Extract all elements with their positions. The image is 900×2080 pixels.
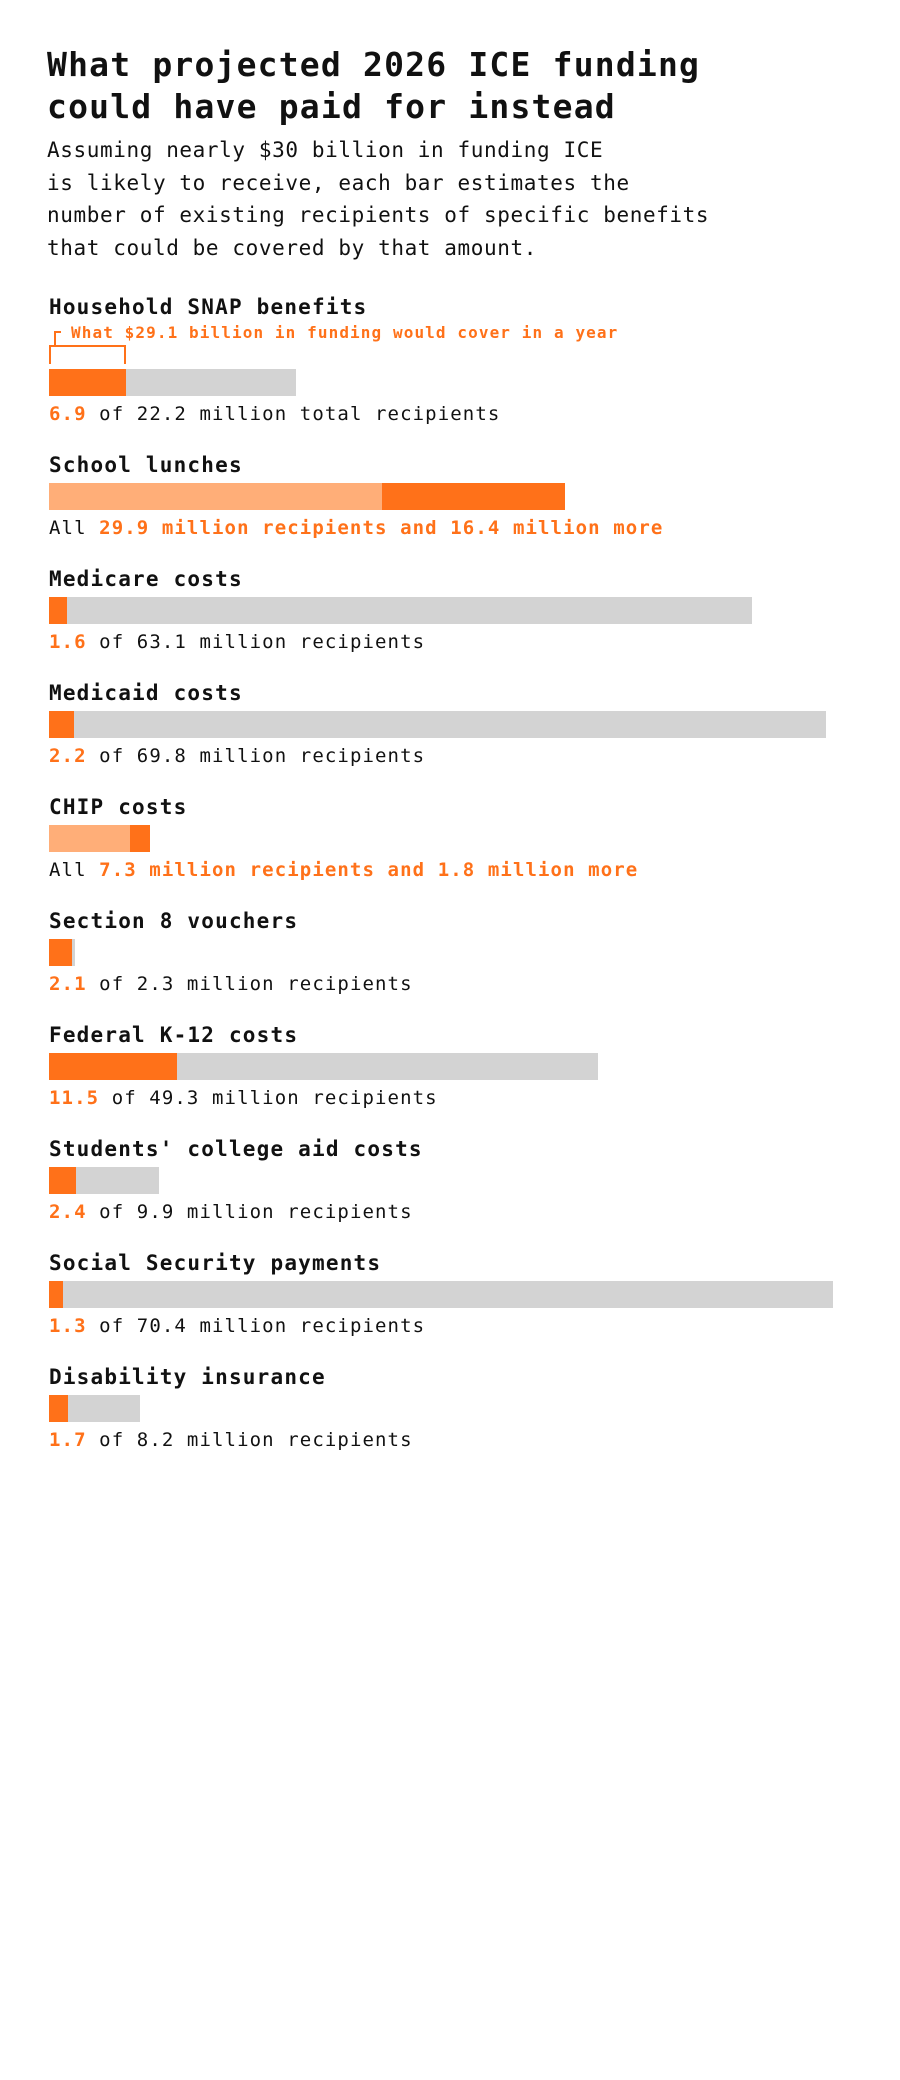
bar-covered xyxy=(49,711,74,738)
label-rest: of 70.4 million recipients xyxy=(86,1315,426,1337)
bar-track xyxy=(49,1395,889,1422)
subtitle-line: Assuming nearly $30 billion in funding I… xyxy=(47,138,604,162)
chart-section: Social Security payments 1.3 of 70.4 mill… xyxy=(49,1249,889,1363)
annotation: What $29.1 billion in funding would cove… xyxy=(49,321,889,365)
bar-covered xyxy=(49,1395,68,1422)
bar-track xyxy=(49,483,889,510)
data-label: 1.3 of 70.4 million recipients xyxy=(49,1312,889,1340)
bar-track xyxy=(49,711,889,738)
bar-track xyxy=(49,825,889,852)
label-rest: of 63.1 million recipients xyxy=(86,631,426,653)
category-label: Medicaid costs xyxy=(49,681,243,705)
title-line: What projected 2026 ICE funding xyxy=(47,45,701,84)
bar-total xyxy=(49,1281,833,1308)
label-highlight: 2.4 xyxy=(49,1201,87,1223)
bar-extra-covered xyxy=(381,483,565,510)
bar-track xyxy=(49,1167,889,1194)
bar-covered xyxy=(49,1167,76,1194)
label-highlight: 6.9 xyxy=(49,403,87,425)
chart-section: Disability insurance 1.7 of 8.2 million r… xyxy=(49,1363,889,1477)
bar-covered xyxy=(49,1053,178,1080)
bar-covered xyxy=(49,1281,64,1308)
category-label: Students' college aid costs xyxy=(49,1137,423,1161)
category-label: School lunches xyxy=(49,453,243,477)
label-rest: of 2.3 million recipients xyxy=(86,973,413,995)
data-label: 2.2 of 69.8 million recipients xyxy=(49,742,889,770)
category-label: Disability insurance xyxy=(49,1365,326,1389)
bar-track xyxy=(49,369,889,396)
label-rest: of 8.2 million recipients xyxy=(86,1429,413,1451)
label-highlight: 11.5 xyxy=(49,1087,100,1109)
annotation-text: What $29.1 billion in funding would cove… xyxy=(71,323,619,342)
data-label: 11.5 of 49.3 million recipients xyxy=(49,1084,889,1112)
label-highlight: 1.6 xyxy=(49,631,87,653)
chart-section: School lunches All 29.9 million recipient… xyxy=(49,451,889,565)
bar-track xyxy=(49,1281,889,1308)
data-label: 6.9 of 22.2 million total recipients xyxy=(49,400,889,428)
bar-extra-covered xyxy=(130,825,151,852)
chart-title: What projected 2026 ICE funding could ha… xyxy=(47,44,887,128)
bar-chart: Household SNAP benefits What $29.1 billio… xyxy=(49,293,889,1477)
label-rest: of 69.8 million recipients xyxy=(86,745,426,767)
label-rest: of 22.2 million total recipients xyxy=(86,403,501,425)
label-highlight: 1.3 xyxy=(49,1315,87,1337)
bar-track xyxy=(49,939,889,966)
category-label: Household SNAP benefits xyxy=(49,295,368,319)
bar-total xyxy=(49,597,752,624)
label-rest: of 49.3 million recipients xyxy=(99,1087,438,1109)
data-label: 2.1 of 2.3 million recipients xyxy=(49,970,889,998)
data-label: 1.6 of 63.1 million recipients xyxy=(49,628,889,656)
subtitle-line: that could be covered by that amount. xyxy=(47,235,537,260)
subtitle-line: is likely to receive, each bar estimates… xyxy=(47,170,630,195)
chart-subtitle: Assuming nearly $30 billion in funding I… xyxy=(47,134,897,264)
label-highlight: 7.3 million recipients and 1.8 million m… xyxy=(99,859,639,881)
chart-section: Medicare costs 1.6 of 63.1 million recipi… xyxy=(49,565,889,679)
bar-covered xyxy=(49,369,126,396)
label-highlight: 29.9 million recipients and 16.4 million… xyxy=(99,517,664,539)
annotation-bracket xyxy=(49,345,126,364)
subtitle-line: number of existing recipients of specifi… xyxy=(47,203,710,227)
bar-covered xyxy=(49,939,73,966)
title-line: could have paid for instead xyxy=(47,87,616,126)
data-label: 2.4 of 9.9 million recipients xyxy=(49,1198,889,1226)
label-highlight: 2.2 xyxy=(49,745,87,767)
label-prefix: All xyxy=(49,859,100,881)
data-label: All 29.9 million recipients and 16.4 mil… xyxy=(49,514,889,542)
data-label: All 7.3 million recipients and 1.8 milli… xyxy=(49,856,889,884)
bar-track xyxy=(49,1053,889,1080)
label-highlight: 1.7 xyxy=(49,1429,87,1451)
category-label: Social Security payments xyxy=(49,1251,382,1275)
chart-section: Medicaid costs 2.2 of 69.8 million recipi… xyxy=(49,679,889,793)
label-rest: of 9.9 million recipients xyxy=(86,1201,413,1223)
bar-all-recipients xyxy=(49,483,382,510)
chart-section: Students' college aid costs 2.4 of 9.9 mi… xyxy=(49,1135,889,1249)
chart-section: Household SNAP benefits What $29.1 billio… xyxy=(49,293,889,451)
chart-section: Section 8 vouchers 2.1 of 2.3 million rec… xyxy=(49,907,889,1021)
bar-track xyxy=(49,597,889,624)
annotation-leader xyxy=(54,331,61,345)
bar-total xyxy=(49,711,827,738)
bar-all-recipients xyxy=(49,825,131,852)
chart-section: Federal K-12 costs 11.5 of 49.3 million r… xyxy=(49,1021,889,1135)
category-label: Federal K-12 costs xyxy=(49,1023,299,1047)
bar-covered xyxy=(49,597,67,624)
category-label: Section 8 vouchers xyxy=(49,909,299,933)
label-prefix: All xyxy=(49,517,100,539)
data-label: 1.7 of 8.2 million recipients xyxy=(49,1426,889,1454)
label-highlight: 2.1 xyxy=(49,973,87,995)
category-label: CHIP costs xyxy=(49,795,188,819)
category-label: Medicare costs xyxy=(49,567,243,591)
chart-section: CHIP costs All 7.3 million recipients and… xyxy=(49,793,889,907)
